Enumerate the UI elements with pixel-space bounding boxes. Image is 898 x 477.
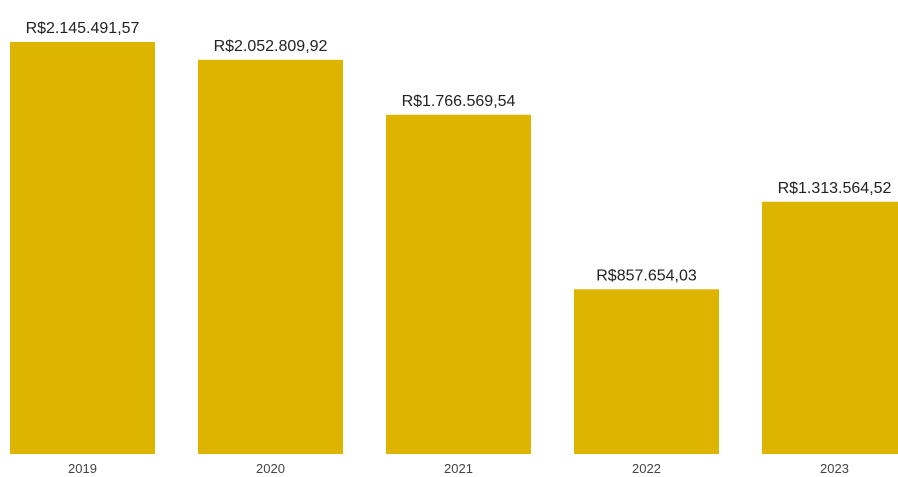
x-tick-label-2020: 2020 (256, 461, 285, 476)
x-tick-label-2021: 2021 (444, 461, 473, 476)
bar-2022 (574, 289, 719, 454)
bar-2021 (386, 114, 531, 454)
data-label-2022: R$857.654,03 (596, 267, 697, 284)
data-labels-group: R$2.145.491,57 R$2.052.809,92 R$1.766.569,… (26, 20, 892, 284)
bar-2020 (198, 59, 343, 455)
x-tick-label-2019: 2019 (68, 461, 97, 476)
x-tick-label-2023: 2023 (820, 461, 849, 476)
bars-group (10, 42, 898, 455)
data-label-2020: R$2.052.809,92 (214, 38, 328, 55)
data-label-2023: R$1.313.564,52 (778, 180, 892, 197)
data-label-2021: R$1.766.569,54 (402, 93, 516, 110)
data-label-2019: R$2.145.491,57 (26, 20, 140, 37)
x-tick-label-2022: 2022 (632, 461, 661, 476)
x-axis-tick-labels: 2019 2020 2021 2022 2023 (68, 461, 849, 476)
bar-2019 (10, 42, 155, 454)
bar-2023 (762, 201, 898, 454)
